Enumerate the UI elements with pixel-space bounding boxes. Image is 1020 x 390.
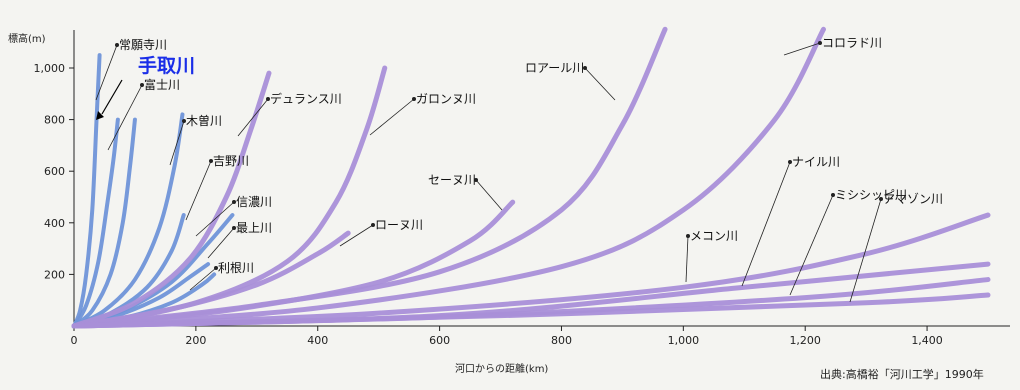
leader-line: [849, 198, 882, 303]
y-tick-label: 800: [44, 114, 65, 127]
series-line: [71, 70, 272, 329]
series-label: 木曽川: [186, 113, 222, 128]
leader-line: [789, 194, 834, 296]
series-label: 最上川: [236, 221, 272, 235]
series-label: ローヌ川: [375, 218, 423, 232]
leader-line: [584, 67, 616, 101]
x-tick-label: 800: [551, 334, 572, 347]
series-line: [72, 53, 102, 328]
leader-line: [185, 160, 212, 221]
highlight-arrow-head: [96, 111, 104, 120]
leader-line: [339, 224, 374, 247]
source-citation: 出典:高橋裕「河川工学」1990年: [820, 367, 984, 381]
series-label: 手取川: [138, 54, 195, 77]
x-tick-label: 600: [429, 334, 450, 347]
series-label: 富士川: [144, 77, 180, 92]
series-line: [71, 26, 826, 329]
leader-line: [237, 98, 269, 137]
series-label: ナイル川: [792, 155, 840, 169]
series-layer: [71, 26, 991, 329]
series-line: [71, 292, 991, 329]
series-label: セーヌ川: [428, 173, 476, 187]
series-label: アマゾン川: [883, 192, 943, 206]
highlight-arrow-line: [101, 79, 123, 115]
leader-line: [169, 120, 185, 166]
leader-line: [475, 179, 503, 211]
leader-line: [189, 267, 217, 291]
series-label: 信濃川: [236, 195, 272, 209]
y-tick-label: 400: [44, 217, 65, 230]
x-tick-label: 0: [71, 334, 78, 347]
x-tick-label: 1,400: [911, 334, 943, 347]
y-tick-label: 200: [44, 268, 65, 281]
series-label: 常願寺川: [119, 38, 167, 52]
x-tick-label: 1,000: [668, 334, 700, 347]
axes-layer: 0 200 400 600 800 1,000 1,200 1,400 200 400 600 800…: [34, 30, 1010, 347]
series-label: 利根川: [218, 261, 254, 275]
x-tick-label: 1,200: [789, 334, 821, 347]
series-label: ロアール川: [525, 61, 584, 75]
leader-line: [741, 161, 791, 287]
series-line: [72, 112, 185, 328]
x-tick-label: 400: [307, 334, 328, 347]
leader-line: [95, 44, 118, 101]
series-line: [71, 26, 668, 329]
x-tick-label: 200: [185, 334, 206, 347]
series-label: ガロンヌ川: [416, 92, 476, 106]
leader-line: [783, 42, 821, 56]
series-label: 吉野川: [213, 154, 249, 168]
series-label: メコン川: [690, 229, 738, 243]
x-axis-title: 河口からの距離(km): [455, 362, 548, 375]
leader-line: [685, 235, 689, 283]
series-label: デュランス川: [270, 91, 342, 106]
y-axis-title: 標高(m): [8, 32, 46, 45]
leader-line: [207, 227, 235, 259]
leader-line: [195, 201, 235, 237]
y-tick-label: 1,000: [34, 62, 66, 75]
leader-line: [107, 84, 143, 151]
series-label: ミシシッピ川: [835, 188, 907, 202]
series-label: コロラド川: [822, 36, 882, 50]
series-line: [72, 117, 120, 328]
leader-line: [369, 98, 415, 136]
series-line: [72, 117, 137, 328]
series-line: [71, 65, 388, 329]
y-tick-label: 600: [44, 165, 65, 178]
